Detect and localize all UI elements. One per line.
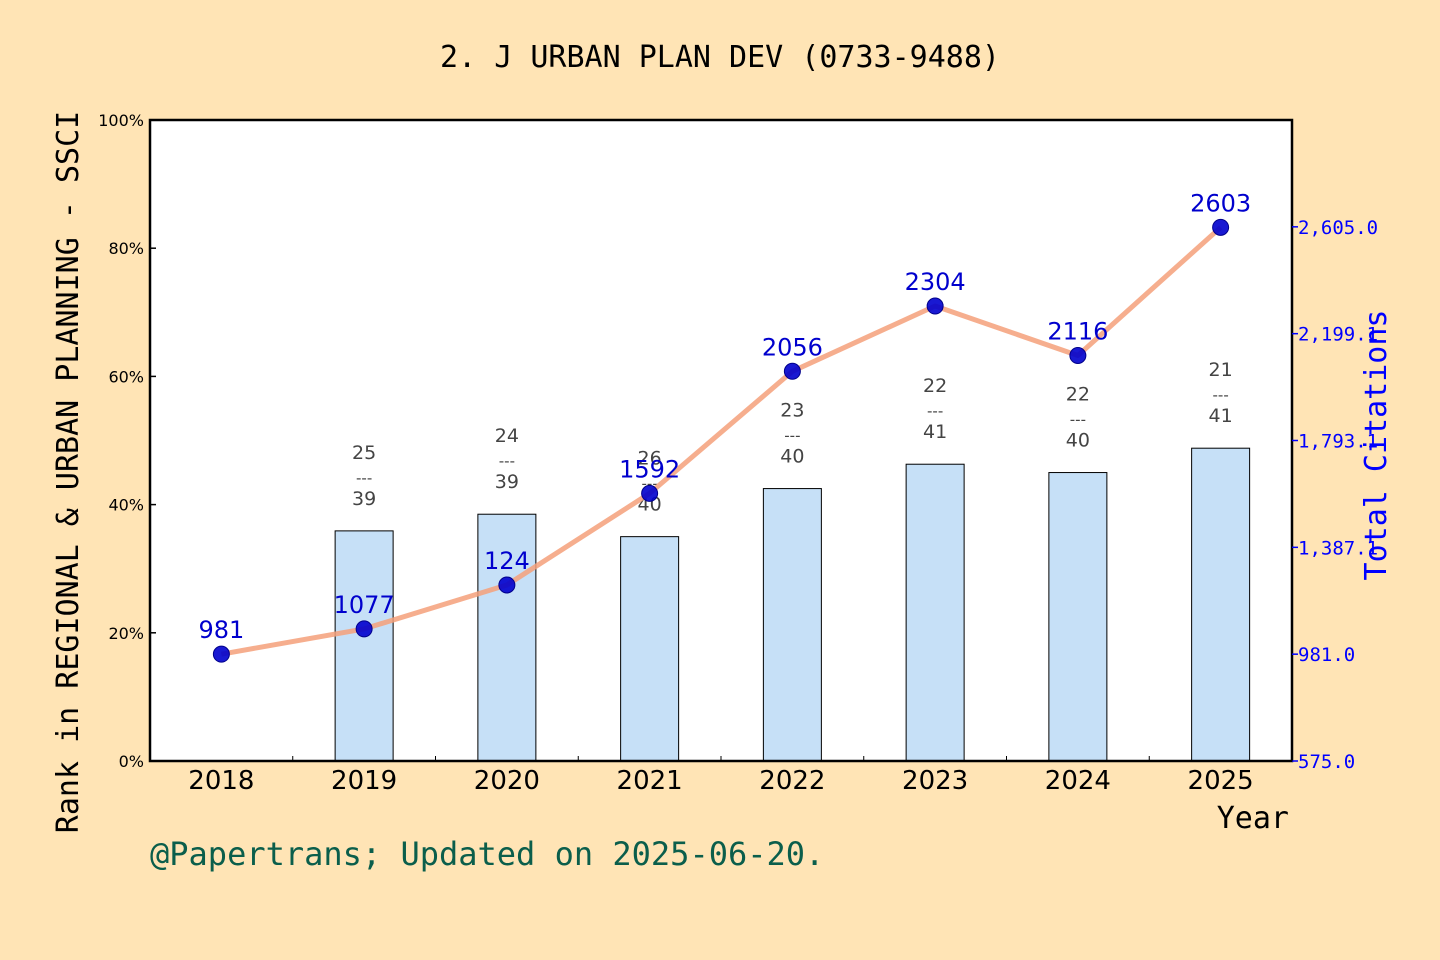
citation-point-2024 <box>1069 347 1087 365</box>
bar-2024 <box>1048 472 1108 762</box>
rank-total-2023: 41 <box>923 421 947 443</box>
rank-separator-2023: --- <box>927 402 943 420</box>
rank-total-2022: 40 <box>780 446 804 468</box>
citation-point-2018 <box>212 645 230 663</box>
citation-point-2023 <box>926 297 944 315</box>
x-tick-label-2021: 2021 <box>617 766 683 796</box>
rank-separator-2020: --- <box>499 452 515 470</box>
bar-2021 <box>620 536 680 762</box>
plot-area <box>150 120 1292 761</box>
rank-total-2020: 39 <box>495 471 519 493</box>
x-tick-label-2023: 2023 <box>902 766 968 796</box>
rank-separator-2024: --- <box>1070 411 1086 429</box>
x-tick-label-2018: 2018 <box>188 766 254 796</box>
rank-label-2021: 26 <box>638 448 662 470</box>
x-tick-label-2022: 2022 <box>759 766 825 796</box>
right-tick-label: 1,793.1 <box>1298 431 1378 453</box>
right-tick-label: 1,387.1 <box>1298 537 1378 559</box>
x-tick-label-2025: 2025 <box>1188 766 1254 796</box>
rank-label-2022: 23 <box>780 400 804 422</box>
citation-value-2020: 124 <box>484 547 530 575</box>
bar-2019 <box>334 530 394 762</box>
citation-point-2025 <box>1212 218 1230 236</box>
left-tick-label: 0% <box>119 752 144 771</box>
right-axis-title: Total Citations <box>1359 310 1394 581</box>
right-tick-label: 981.0 <box>1298 644 1355 666</box>
x-tick-label-2020: 2020 <box>474 766 540 796</box>
right-tick-label: 2,605.0 <box>1298 217 1378 239</box>
left-axis-title: Rank in REGIONAL & URBAN PLANNING - SSCI <box>51 111 86 833</box>
credit-note: @Papertrans; Updated on 2025-06-20. <box>150 835 825 873</box>
bar-2022 <box>762 488 822 762</box>
rank-label-2023: 22 <box>923 375 947 397</box>
left-tick-label: 20% <box>108 624 144 643</box>
citation-value-2019: 1077 <box>334 591 395 619</box>
citation-value-2023: 2304 <box>905 268 966 296</box>
bar-2020 <box>477 513 537 762</box>
rank-label-2024: 22 <box>1066 384 1090 406</box>
left-tick-label: 60% <box>108 367 144 386</box>
citation-value-2022: 2056 <box>762 333 823 361</box>
chart-title: 2. J URBAN PLAN DEV (0733-9488) <box>440 40 1000 75</box>
rank-label-2019: 25 <box>352 442 376 464</box>
citation-point-2019 <box>355 620 373 638</box>
rank-separator-2019: --- <box>356 469 372 487</box>
citations-line <box>220 225 1223 657</box>
bar-2023 <box>905 463 965 762</box>
rank-separator-2025: --- <box>1213 386 1229 404</box>
citation-point-2022 <box>783 362 801 380</box>
left-tick-label: 100% <box>98 111 144 130</box>
citation-value-2024: 2116 <box>1047 318 1108 346</box>
left-tick-label: 40% <box>108 496 144 515</box>
bar-2025 <box>1191 447 1251 762</box>
rank-separator-2022: --- <box>784 427 800 445</box>
citation-value-2018: 981 <box>198 616 244 644</box>
rank-total-2019: 39 <box>352 488 376 510</box>
citation-value-2021: 1592 <box>619 455 680 483</box>
x-tick-label-2024: 2024 <box>1045 766 1111 796</box>
citation-point-2021 <box>641 484 659 502</box>
x-tick-label-2019: 2019 <box>331 766 397 796</box>
citation-value-2025: 2603 <box>1190 189 1251 217</box>
rank-total-2024: 40 <box>1066 430 1090 452</box>
rank-total-2025: 41 <box>1209 405 1233 427</box>
right-tick-label: 2,199.1 <box>1298 324 1378 346</box>
rank-label-2025: 21 <box>1209 359 1233 381</box>
citation-point-2020 <box>498 576 516 594</box>
rank-label-2020: 24 <box>495 425 519 447</box>
right-tick-label: 575.0 <box>1298 751 1355 773</box>
x-axis-title: Year <box>1217 801 1289 836</box>
left-tick-label: 80% <box>108 239 144 258</box>
